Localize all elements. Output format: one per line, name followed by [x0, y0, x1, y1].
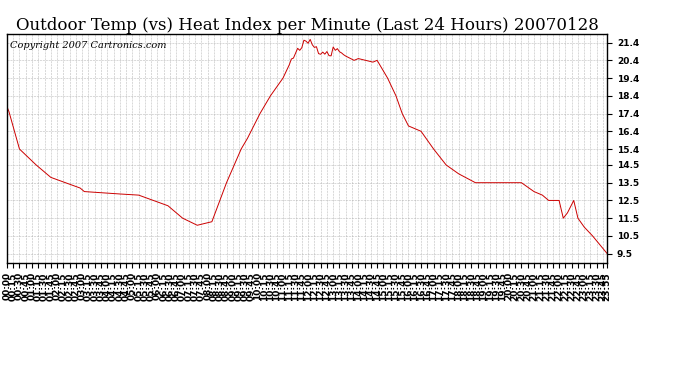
Text: Copyright 2007 Cartronics.com: Copyright 2007 Cartronics.com	[10, 40, 166, 50]
Title: Outdoor Temp (vs) Heat Index per Minute (Last 24 Hours) 20070128: Outdoor Temp (vs) Heat Index per Minute …	[16, 16, 598, 34]
